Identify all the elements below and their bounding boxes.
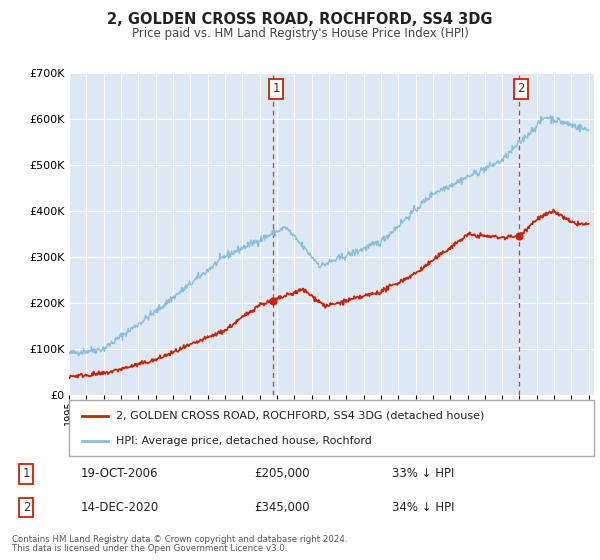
Text: 14-DEC-2020: 14-DEC-2020 — [81, 501, 160, 514]
Text: 1: 1 — [272, 82, 280, 95]
Text: £345,000: £345,000 — [254, 501, 310, 514]
Text: 34% ↓ HPI: 34% ↓ HPI — [392, 501, 455, 514]
Point — [269, 296, 278, 305]
Text: 2, GOLDEN CROSS ROAD, ROCHFORD, SS4 3DG (detached house): 2, GOLDEN CROSS ROAD, ROCHFORD, SS4 3DG … — [116, 410, 485, 421]
Text: 2: 2 — [23, 501, 30, 514]
Text: 2: 2 — [517, 82, 525, 95]
Text: 1: 1 — [23, 468, 30, 480]
Text: 2, GOLDEN CROSS ROAD, ROCHFORD, SS4 3DG: 2, GOLDEN CROSS ROAD, ROCHFORD, SS4 3DG — [107, 12, 493, 27]
Text: HPI: Average price, detached house, Rochford: HPI: Average price, detached house, Roch… — [116, 436, 372, 446]
Text: 33% ↓ HPI: 33% ↓ HPI — [392, 468, 455, 480]
Text: £205,000: £205,000 — [254, 468, 310, 480]
Text: Price paid vs. HM Land Registry's House Price Index (HPI): Price paid vs. HM Land Registry's House … — [131, 27, 469, 40]
Point — [514, 232, 523, 241]
Text: Contains HM Land Registry data © Crown copyright and database right 2024.: Contains HM Land Registry data © Crown c… — [12, 534, 347, 544]
FancyBboxPatch shape — [69, 400, 594, 456]
Text: This data is licensed under the Open Government Licence v3.0.: This data is licensed under the Open Gov… — [12, 544, 287, 553]
Text: 19-OCT-2006: 19-OCT-2006 — [81, 468, 158, 480]
